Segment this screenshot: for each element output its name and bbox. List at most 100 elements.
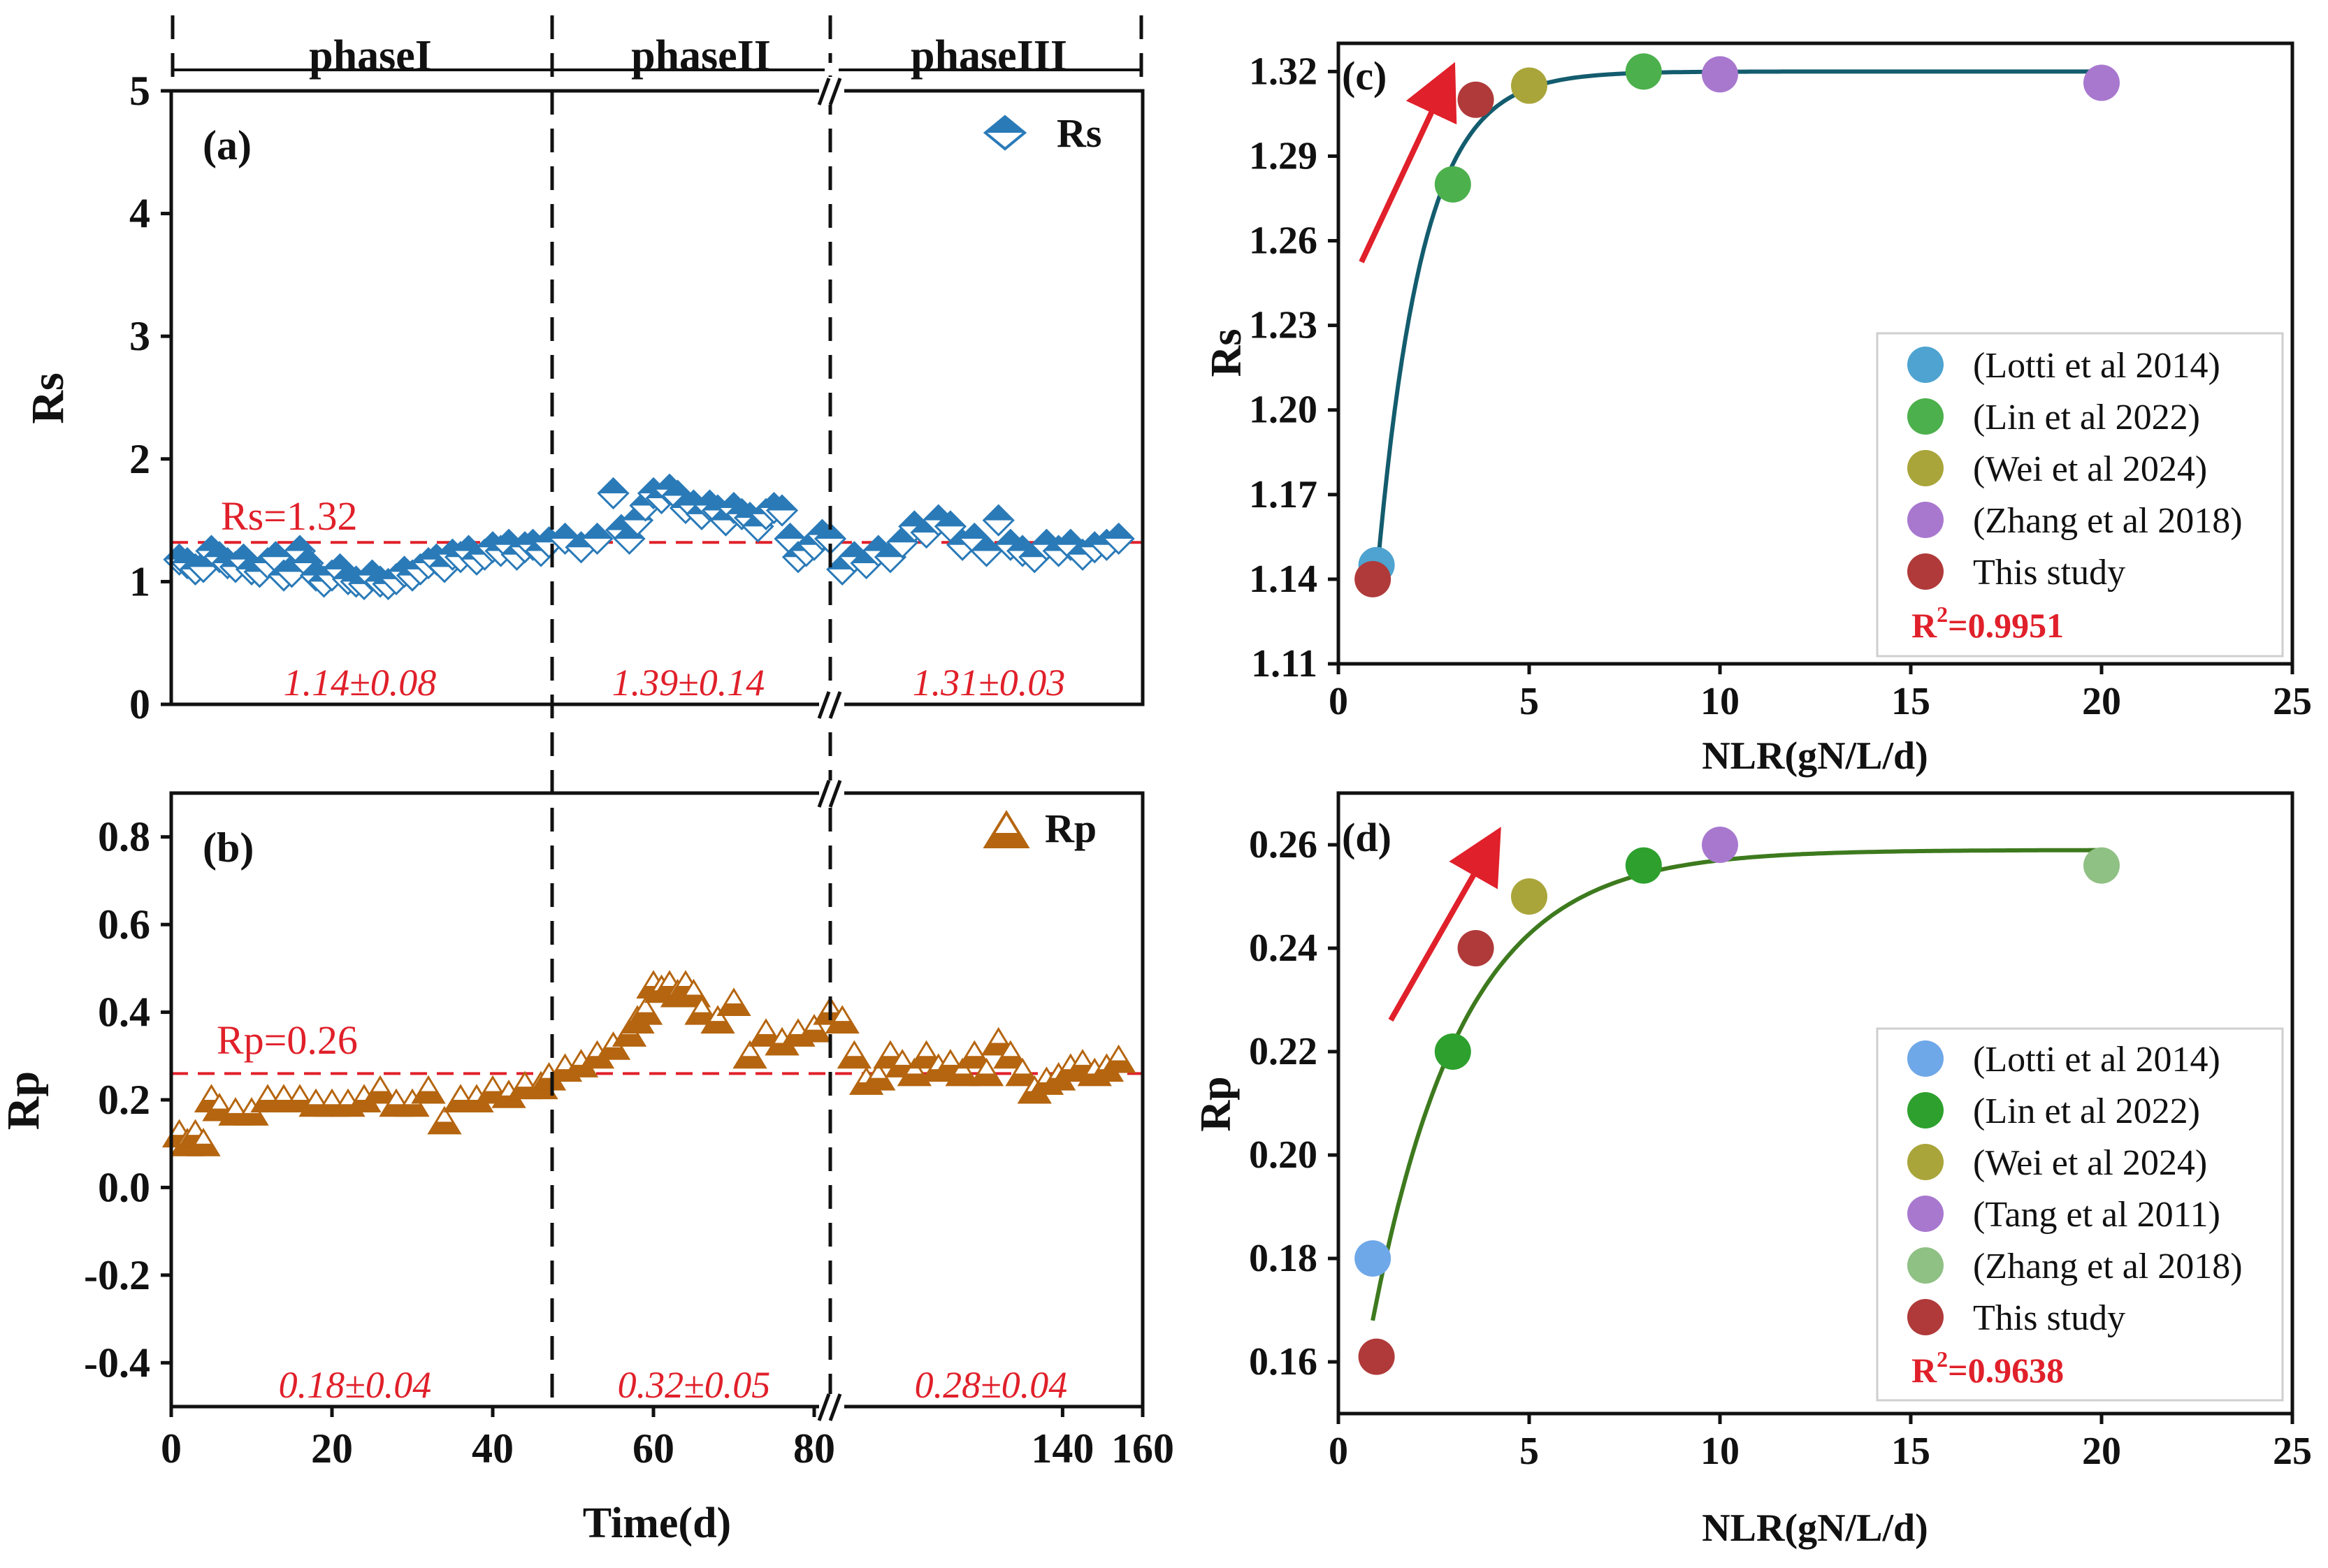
c-ytick-label: 1.29 bbox=[1249, 134, 1317, 177]
rp-point-fill bbox=[630, 1012, 661, 1024]
c-legend-label: (Wei et al 2024) bbox=[1973, 449, 2207, 489]
d-legend-label: (Wei et al 2024) bbox=[1973, 1143, 2207, 1183]
rp-point-fill bbox=[735, 1056, 765, 1068]
rp-point-fill bbox=[959, 1056, 990, 1068]
panel-b-xticks: 0 20 40 60 80 140 160 bbox=[161, 1407, 1174, 1472]
rp-point-fill bbox=[718, 1003, 749, 1015]
c-ytick-label: 1.20 bbox=[1249, 389, 1317, 432]
b-ytick-label: 0.2 bbox=[98, 1077, 150, 1123]
c-ytick-label: 1.26 bbox=[1249, 219, 1317, 263]
rp-point bbox=[825, 1005, 860, 1034]
rp-point-fill bbox=[995, 1056, 1026, 1068]
a-ytick-label: 4 bbox=[129, 191, 150, 237]
c-ytick-label: 1.23 bbox=[1249, 304, 1317, 347]
rp-point-fill bbox=[1103, 1060, 1134, 1073]
panel-b-yticks: -0.4 -0.2 0.0 0.2 0.4 0.6 0.8 bbox=[84, 814, 171, 1386]
rp-point-fill bbox=[899, 1073, 930, 1085]
c-xtick-label: 25 bbox=[2273, 680, 2312, 723]
b-xtick-label: 160 bbox=[1111, 1425, 1174, 1472]
rp-point bbox=[1005, 1057, 1040, 1087]
panel-d-r2-value: =0.9638 bbox=[1948, 1351, 2064, 1390]
b-xtick-label: 0 bbox=[161, 1425, 182, 1472]
rs-point-fill bbox=[775, 523, 805, 539]
phase-2-label: phaseII bbox=[631, 32, 771, 80]
panel-c-legend: (Lotti et al 2014) (Lin et al 2022) (Wei e… bbox=[1907, 346, 2243, 593]
c-point bbox=[1457, 81, 1494, 118]
break-b-top-1 bbox=[817, 780, 831, 808]
b-ytick-label: -0.2 bbox=[84, 1252, 150, 1298]
panel-c-r2: R2=0.9951 bbox=[1911, 602, 2064, 645]
d-legend-label: (Lotti et al 2014) bbox=[1973, 1040, 2220, 1080]
panel-a-ylabel: Rs bbox=[22, 372, 73, 423]
panel-d-yticks: 0.16 0.18 0.20 0.22 0.24 0.26 bbox=[1249, 823, 1338, 1384]
rs-point-fill bbox=[598, 478, 628, 493]
c-point bbox=[1434, 166, 1471, 203]
c-point bbox=[1511, 67, 1547, 104]
rs-point bbox=[814, 522, 847, 556]
rs-point-fill bbox=[663, 481, 693, 496]
rp-point-fill bbox=[839, 1056, 870, 1068]
panel-d-frame bbox=[1336, 791, 2294, 1416]
c-legend-label: (Lotti et al 2014) bbox=[1973, 346, 2220, 386]
rs-point-fill bbox=[767, 495, 797, 511]
d-point bbox=[2083, 847, 2120, 884]
c-xtick-label: 20 bbox=[2082, 680, 2121, 723]
panel-b-chart: -0.4-0.20.00.20.40.60.8 0 20 40 60 80 140 160 … bbox=[0, 791, 1174, 1547]
rp-point bbox=[186, 1128, 221, 1156]
panel-d-trend-arrow bbox=[1388, 827, 1501, 1022]
rp-point bbox=[700, 1005, 735, 1034]
rs-point-fill bbox=[550, 523, 580, 539]
d-ytick-label: 0.24 bbox=[1249, 927, 1317, 970]
c-ytick-label: 1.14 bbox=[1249, 558, 1317, 601]
panel-c-xlabel: NLR(gN/L/d) bbox=[1702, 734, 1928, 778]
panel-b-label: (b) bbox=[203, 825, 254, 871]
a-ytick-label: 0 bbox=[129, 681, 150, 727]
rp-point bbox=[897, 1057, 932, 1087]
panel-c-yticks: 1.11 1.14 1.17 1.20 1.23 1.26 1.29 1.32 bbox=[1249, 50, 1338, 685]
a-ytick-label: 5 bbox=[129, 68, 150, 114]
d-xtick-label: 15 bbox=[1891, 1430, 1930, 1473]
panel-b-marks bbox=[161, 970, 1143, 1156]
rp-point bbox=[411, 1075, 446, 1104]
phase-header-gap bbox=[825, 63, 839, 75]
phase-1-rs-mean: 1.14±0.08 bbox=[284, 662, 437, 704]
rs-point-fill bbox=[935, 511, 965, 527]
phase-1-rp-mean: 0.18±0.04 bbox=[279, 1364, 432, 1406]
d-legend-label: This study bbox=[1973, 1298, 2125, 1338]
rp-point-fill bbox=[413, 1091, 444, 1103]
panel-c-label: (c) bbox=[1342, 53, 1387, 99]
break-b-top-2 bbox=[828, 780, 842, 808]
d-xtick-label: 25 bbox=[2273, 1430, 2312, 1473]
b-xtick-label: 40 bbox=[472, 1425, 514, 1472]
d-point bbox=[1702, 827, 1738, 863]
rp-point-fill bbox=[397, 1104, 428, 1116]
phase-dividers bbox=[171, 15, 1143, 1407]
rs-point-fill bbox=[285, 536, 315, 551]
rp-point-fill bbox=[188, 1143, 219, 1156]
rp-point-fill bbox=[614, 1033, 645, 1046]
panel-b-xlabel: Time(d) bbox=[583, 1500, 731, 1547]
d-legend-marker bbox=[1907, 1247, 1944, 1284]
rp-point bbox=[861, 1061, 896, 1091]
rs-point-fill bbox=[888, 528, 918, 543]
c-xtick-label: 5 bbox=[1519, 680, 1539, 723]
rp-point bbox=[797, 1013, 832, 1043]
rp-reference-label: Rp=0.26 bbox=[217, 1017, 358, 1063]
d-legend-marker bbox=[1907, 1092, 1944, 1128]
c-legend-label: This study bbox=[1973, 553, 2125, 593]
rp-point-fill bbox=[1007, 1073, 1039, 1085]
d-point bbox=[1457, 930, 1494, 966]
rp-point bbox=[363, 1075, 398, 1104]
panel-c-frame bbox=[1336, 41, 2294, 666]
rs-point-fill bbox=[1055, 530, 1085, 545]
c-ytick-label: 1.32 bbox=[1249, 50, 1317, 93]
d-point bbox=[1434, 1033, 1471, 1070]
break-b-bottom-1 bbox=[817, 1393, 831, 1421]
c-point bbox=[1702, 56, 1738, 93]
rp-point bbox=[957, 1040, 992, 1069]
b-ytick-label: 0.6 bbox=[98, 901, 150, 948]
rs-legend-label: Rs bbox=[1057, 110, 1101, 156]
rs-point-fill bbox=[971, 536, 1002, 551]
panel-b-legend: Rp bbox=[983, 806, 1097, 851]
c-xtick-label: 15 bbox=[1891, 680, 1930, 723]
